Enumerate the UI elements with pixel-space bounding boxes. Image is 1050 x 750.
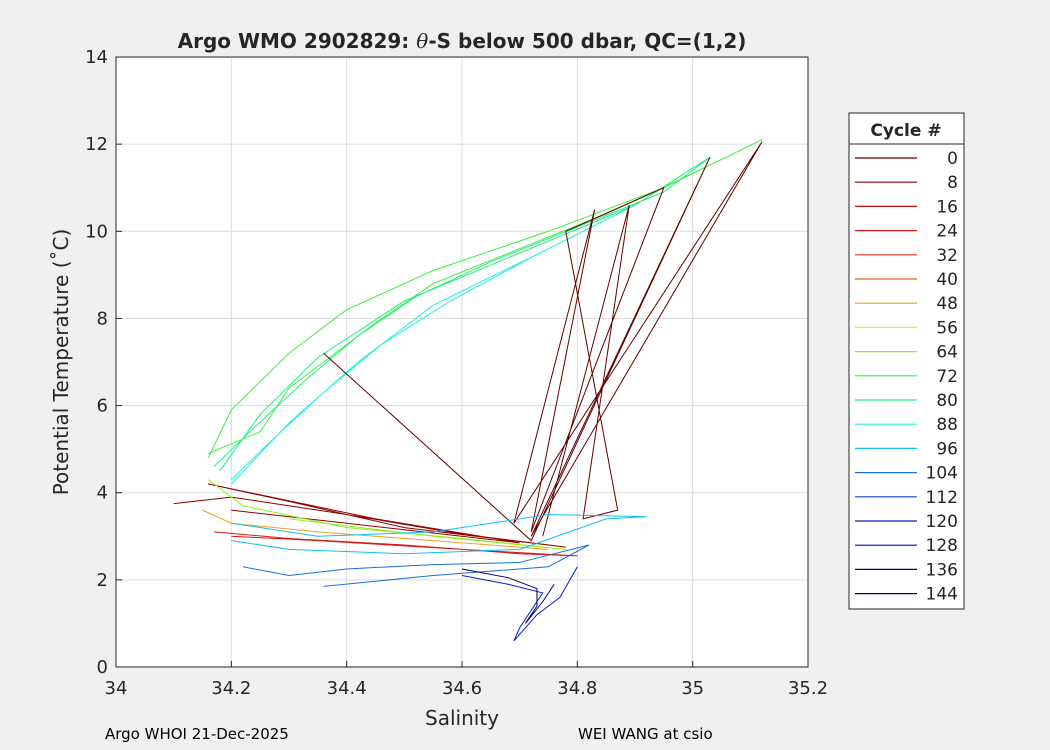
y-tick-label: 2 xyxy=(97,570,108,591)
y-tick-label: 6 xyxy=(97,396,108,417)
legend-label: 0 xyxy=(947,149,958,169)
y-tick-label: 14 xyxy=(85,47,108,68)
legend-label: 16 xyxy=(936,197,958,217)
x-axis-label: Salinity xyxy=(425,706,499,730)
x-tick-label: 34.2 xyxy=(211,678,251,699)
legend-label: 120 xyxy=(926,512,958,532)
x-tick-label: 35.2 xyxy=(788,678,828,699)
x-tick-label: 34.6 xyxy=(442,678,482,699)
legend-label: 72 xyxy=(936,367,958,387)
series-cycle-0 xyxy=(323,141,763,542)
legend: Cycle # 0 8 16 24 32 40 48 56 64 72 80 88 96 104 112 12… xyxy=(848,112,965,610)
series-cycle-80 xyxy=(213,156,711,472)
y-tick-label: 12 xyxy=(85,134,108,155)
legend-label: 104 xyxy=(926,464,958,484)
series-cycle-96 xyxy=(231,513,647,555)
footer-left: Argo WHOI 21-Dec-2025 xyxy=(105,725,289,743)
legend-label: 136 xyxy=(926,560,958,580)
y-axis-label: Potential Temperature (˚C) xyxy=(49,229,73,496)
footer-right: WEI WANG at csio xyxy=(578,725,713,743)
legend-label: 128 xyxy=(926,536,958,556)
legend-label: 48 xyxy=(936,294,958,314)
series-cycle-88 xyxy=(230,204,636,485)
legend-label: 112 xyxy=(926,488,958,508)
series-cycle-120 xyxy=(461,566,578,642)
legend-label: 56 xyxy=(936,318,958,338)
legend-title: Cycle # xyxy=(870,121,941,141)
x-tick-label: 35 xyxy=(681,678,704,699)
series-cycle-104 xyxy=(242,544,590,587)
legend-label: 24 xyxy=(936,222,958,242)
x-tick-label: 34.4 xyxy=(327,678,367,699)
series-cycle-64 xyxy=(207,479,566,550)
legend-label: 80 xyxy=(936,391,958,411)
y-tick-label: 4 xyxy=(97,483,108,504)
legend-label: 144 xyxy=(926,585,958,605)
series-cycle-8 xyxy=(173,483,566,548)
y-tick-label: 0 xyxy=(97,657,108,678)
series-cycle-48 xyxy=(202,509,549,550)
y-tick-label: 10 xyxy=(85,221,108,242)
legend-label: 64 xyxy=(936,343,958,363)
legend-label: 88 xyxy=(936,415,958,435)
legend-label: 40 xyxy=(936,270,958,290)
chart-title: Argo WMO 2902829: θ-S below 500 dbar, QC… xyxy=(178,29,747,53)
y-tick-label: 8 xyxy=(97,308,108,329)
legend-label: 96 xyxy=(936,439,958,459)
x-tick-label: 34 xyxy=(105,678,128,699)
legend-label: 32 xyxy=(936,246,958,266)
series-cycle-144 xyxy=(461,568,555,624)
legend-label: 8 xyxy=(947,173,958,193)
x-tick-label: 34.8 xyxy=(557,678,597,699)
